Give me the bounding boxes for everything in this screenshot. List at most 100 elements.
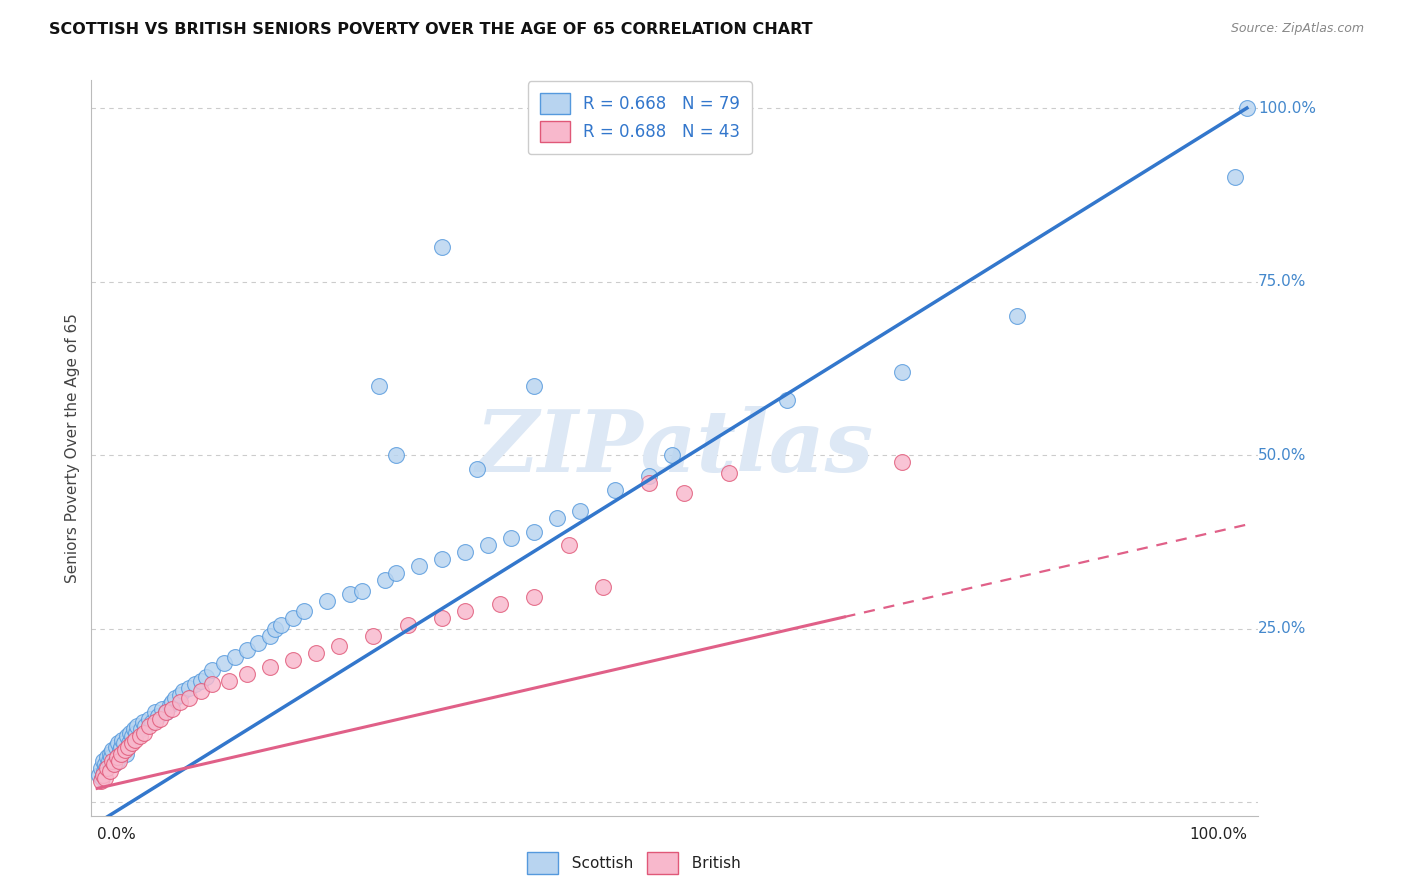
Point xyxy=(523,591,546,605)
Point xyxy=(523,378,546,392)
Point xyxy=(128,729,150,743)
Point xyxy=(190,673,212,688)
Point xyxy=(385,448,408,462)
Point xyxy=(90,774,112,789)
Point xyxy=(304,646,326,660)
Point xyxy=(141,715,163,730)
Point xyxy=(127,719,149,733)
Point xyxy=(103,757,125,772)
Point xyxy=(138,712,160,726)
Point xyxy=(114,743,136,757)
Point xyxy=(218,673,240,688)
Point xyxy=(96,750,118,764)
Point xyxy=(179,691,201,706)
Point xyxy=(108,754,131,768)
Point xyxy=(247,635,270,649)
Point xyxy=(292,604,315,618)
Point xyxy=(98,764,121,778)
Point xyxy=(122,723,145,737)
Text: 0.0%: 0.0% xyxy=(97,827,136,841)
Point xyxy=(134,726,156,740)
Point xyxy=(93,764,115,778)
Point xyxy=(281,653,304,667)
Point xyxy=(661,448,683,462)
Point xyxy=(891,365,914,379)
Point xyxy=(172,684,194,698)
Point xyxy=(91,754,114,768)
Point xyxy=(121,736,143,750)
Point xyxy=(374,573,396,587)
Point xyxy=(121,729,143,743)
Text: 25.0%: 25.0% xyxy=(1258,621,1306,636)
Point xyxy=(169,695,191,709)
Point xyxy=(190,684,212,698)
Point xyxy=(1005,310,1028,324)
Point xyxy=(105,750,128,764)
Point xyxy=(488,598,510,612)
Point xyxy=(143,715,166,730)
Text: 50.0%: 50.0% xyxy=(1258,448,1306,463)
Point xyxy=(350,583,373,598)
Point xyxy=(160,701,183,715)
Point xyxy=(328,639,350,653)
Point xyxy=(396,618,419,632)
Point xyxy=(96,761,118,775)
Text: ZIPatlas: ZIPatlas xyxy=(475,407,875,490)
Point xyxy=(120,726,142,740)
Point xyxy=(96,761,118,775)
Point xyxy=(134,719,156,733)
Point xyxy=(138,719,160,733)
Point xyxy=(150,701,173,715)
Point xyxy=(94,757,117,772)
Point xyxy=(125,726,148,740)
Point xyxy=(1225,170,1247,185)
Point xyxy=(672,486,695,500)
Point xyxy=(212,657,235,671)
Point xyxy=(165,691,187,706)
Point xyxy=(259,629,281,643)
Point xyxy=(184,677,207,691)
Point xyxy=(146,708,169,723)
Point xyxy=(776,392,799,407)
Point xyxy=(118,736,141,750)
Point xyxy=(108,743,131,757)
Point xyxy=(179,681,201,695)
Point xyxy=(430,552,453,566)
Point xyxy=(155,705,177,719)
Point xyxy=(235,666,257,681)
Point xyxy=(101,754,124,768)
Point xyxy=(100,750,122,764)
Point xyxy=(592,580,614,594)
Text: Source: ZipAtlas.com: Source: ZipAtlas.com xyxy=(1230,22,1364,36)
Text: SCOTTISH VS BRITISH SENIORS POVERTY OVER THE AGE OF 65 CORRELATION CHART: SCOTTISH VS BRITISH SENIORS POVERTY OVER… xyxy=(49,22,813,37)
Point xyxy=(89,767,111,781)
Point xyxy=(201,677,224,691)
Point xyxy=(159,698,181,712)
Point xyxy=(361,629,384,643)
Point xyxy=(104,739,127,754)
Point xyxy=(259,660,281,674)
Point xyxy=(430,611,453,625)
Point xyxy=(110,747,132,761)
Point xyxy=(103,757,125,772)
Point xyxy=(115,729,138,743)
Point xyxy=(477,538,499,552)
Point xyxy=(105,754,128,768)
Point xyxy=(270,618,292,632)
Point xyxy=(169,688,191,702)
Point xyxy=(111,732,134,747)
Point xyxy=(117,739,139,754)
Point xyxy=(155,705,177,719)
Point xyxy=(224,649,246,664)
Point xyxy=(201,664,224,678)
Point xyxy=(523,524,546,539)
Point xyxy=(112,736,135,750)
Point xyxy=(132,715,155,730)
Text: Scottish: Scottish xyxy=(562,855,634,871)
Text: 100.0%: 100.0% xyxy=(1189,827,1247,841)
Point xyxy=(891,455,914,469)
Point xyxy=(101,743,124,757)
Point xyxy=(718,466,741,480)
Point xyxy=(110,739,132,754)
Text: British: British xyxy=(682,855,741,871)
